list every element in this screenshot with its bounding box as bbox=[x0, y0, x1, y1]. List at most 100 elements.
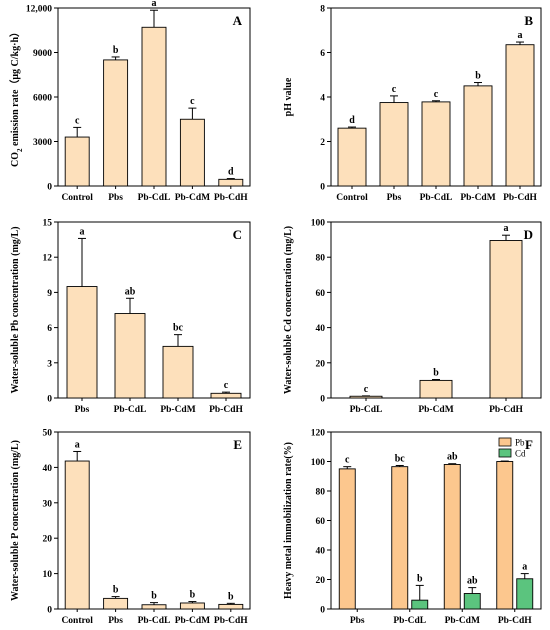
significance-label: b bbox=[113, 45, 119, 56]
significance-label: c bbox=[75, 115, 80, 126]
significance-label: c bbox=[190, 96, 195, 107]
y-tick-label: 4 bbox=[320, 94, 325, 104]
x-tick-label: Pbs bbox=[387, 193, 402, 203]
y-axis-label: pH value bbox=[283, 77, 294, 116]
y-axis-label: Water-soluble Cd concentration (mg/L) bbox=[283, 226, 294, 394]
bar bbox=[64, 136, 90, 187]
bar bbox=[505, 44, 535, 187]
bar bbox=[516, 578, 534, 610]
significance-label: c bbox=[434, 89, 439, 100]
significance-label: c bbox=[224, 380, 229, 391]
y-tick-label: 20 bbox=[43, 535, 53, 545]
legend-label: Cd bbox=[515, 449, 526, 459]
y-tick-label: 8 bbox=[320, 5, 325, 15]
y-tick-label: 0 bbox=[320, 183, 325, 193]
y-tick-label: 120 bbox=[311, 429, 326, 439]
y-tick-label: 0 bbox=[320, 606, 325, 616]
y-tick-label: 6000 bbox=[33, 94, 52, 104]
y-axis-label: Water-soluble P concentration (mg/L) bbox=[10, 440, 21, 601]
bar bbox=[463, 593, 481, 610]
y-axis-label: CO2 emission rate（μg C/kg·h） bbox=[8, 27, 24, 167]
bar bbox=[179, 602, 205, 610]
x-tick-label: Pb-CdH bbox=[214, 193, 248, 203]
y-tick-label: 15 bbox=[43, 219, 53, 229]
significance-label: a bbox=[518, 30, 523, 41]
significance-label: d bbox=[228, 167, 234, 178]
bar bbox=[496, 461, 514, 610]
significance-label: b bbox=[433, 368, 439, 379]
y-tick-label: 100 bbox=[311, 458, 326, 468]
y-tick-label: 40 bbox=[316, 324, 326, 334]
significance-label: c bbox=[345, 455, 350, 466]
legend-swatch bbox=[498, 437, 512, 447]
significance-label: ab bbox=[447, 452, 458, 463]
y-tick-label: 60 bbox=[316, 289, 326, 299]
y-axis-label: Water-soluble Pb concentration (mg/L) bbox=[10, 226, 21, 393]
y-tick-label: 40 bbox=[316, 547, 326, 557]
bar bbox=[421, 101, 451, 187]
significance-label: a bbox=[152, 0, 157, 9]
x-tick-label: Pb-CdL bbox=[420, 193, 453, 203]
bar bbox=[349, 395, 383, 399]
significance-label: b bbox=[417, 573, 423, 584]
y-tick-label: 3000 bbox=[33, 138, 52, 148]
x-tick-label: Control bbox=[61, 193, 93, 203]
x-tick-label: Pb-CdL bbox=[138, 193, 171, 203]
y-tick-label: 6 bbox=[320, 49, 325, 59]
bar bbox=[463, 85, 493, 187]
bar bbox=[210, 392, 242, 399]
y-tick-label: 50 bbox=[43, 429, 53, 439]
x-tick-label: Control bbox=[61, 616, 93, 626]
bar bbox=[489, 240, 523, 399]
bar bbox=[64, 460, 90, 610]
significance-label: b bbox=[190, 590, 196, 601]
y-tick-label: 3 bbox=[47, 359, 52, 369]
x-tick-label: Pbs bbox=[108, 616, 123, 626]
x-tick-label: Pb-CdH bbox=[209, 405, 243, 415]
y-tick-label: 0 bbox=[47, 395, 52, 405]
significance-label: a bbox=[522, 562, 527, 573]
panel-b: 0 2 4 6 8 d c c b a Control Pbs Pb-CdL Pb-CdM Pb-CdH Bp… bbox=[283, 5, 542, 203]
bar bbox=[419, 379, 453, 399]
x-tick-label: Pb-CdL bbox=[114, 405, 147, 415]
bar bbox=[141, 604, 167, 610]
y-tick-label: 0 bbox=[47, 183, 52, 193]
bar bbox=[66, 286, 98, 399]
y-tick-label: 100 bbox=[311, 219, 326, 229]
x-tick-label: Pb-CdL bbox=[138, 616, 171, 626]
panel-e: 0 10 20 30 40 50 a b b b b Control Pbs Pb-CdL Pb-CdM Pb… bbox=[10, 429, 251, 626]
significance-label: b bbox=[151, 591, 157, 602]
bar bbox=[411, 599, 429, 610]
x-tick-label: Pb-CdM bbox=[445, 616, 480, 626]
y-tick-label: 6 bbox=[47, 324, 52, 334]
significance-label: d bbox=[349, 115, 355, 126]
bar bbox=[218, 603, 244, 610]
y-tick-label: 10 bbox=[43, 570, 53, 580]
bar bbox=[141, 26, 167, 187]
significance-label: b bbox=[475, 71, 481, 82]
x-tick-label: Pbs bbox=[108, 193, 123, 203]
bar bbox=[391, 466, 409, 610]
bar bbox=[103, 597, 129, 610]
bar bbox=[103, 59, 129, 187]
y-tick-label: 2 bbox=[320, 138, 325, 148]
panel-letter: B bbox=[524, 13, 533, 28]
x-tick-label: Pb-CdM bbox=[160, 405, 195, 415]
panel-letter: D bbox=[524, 227, 533, 242]
bar bbox=[179, 118, 205, 187]
x-tick-label: Pbs bbox=[350, 616, 365, 626]
panel-a: 0 3000 6000 9000 12,000 c b a c d Control Pbs Pb-CdL… bbox=[8, 0, 251, 203]
legend-swatch bbox=[498, 448, 512, 458]
significance-label: a bbox=[504, 223, 509, 234]
x-tick-label: Control bbox=[336, 193, 368, 203]
significance-label: c bbox=[364, 384, 369, 395]
y-tick-label: 0 bbox=[47, 606, 52, 616]
significance-label: ab bbox=[467, 576, 478, 587]
panel-letter: F bbox=[525, 437, 533, 452]
significance-label: a bbox=[80, 226, 85, 237]
bar bbox=[337, 127, 367, 187]
panel-letter: C bbox=[233, 227, 242, 242]
x-tick-label: Pb-CdM bbox=[175, 193, 210, 203]
bar bbox=[114, 313, 146, 399]
